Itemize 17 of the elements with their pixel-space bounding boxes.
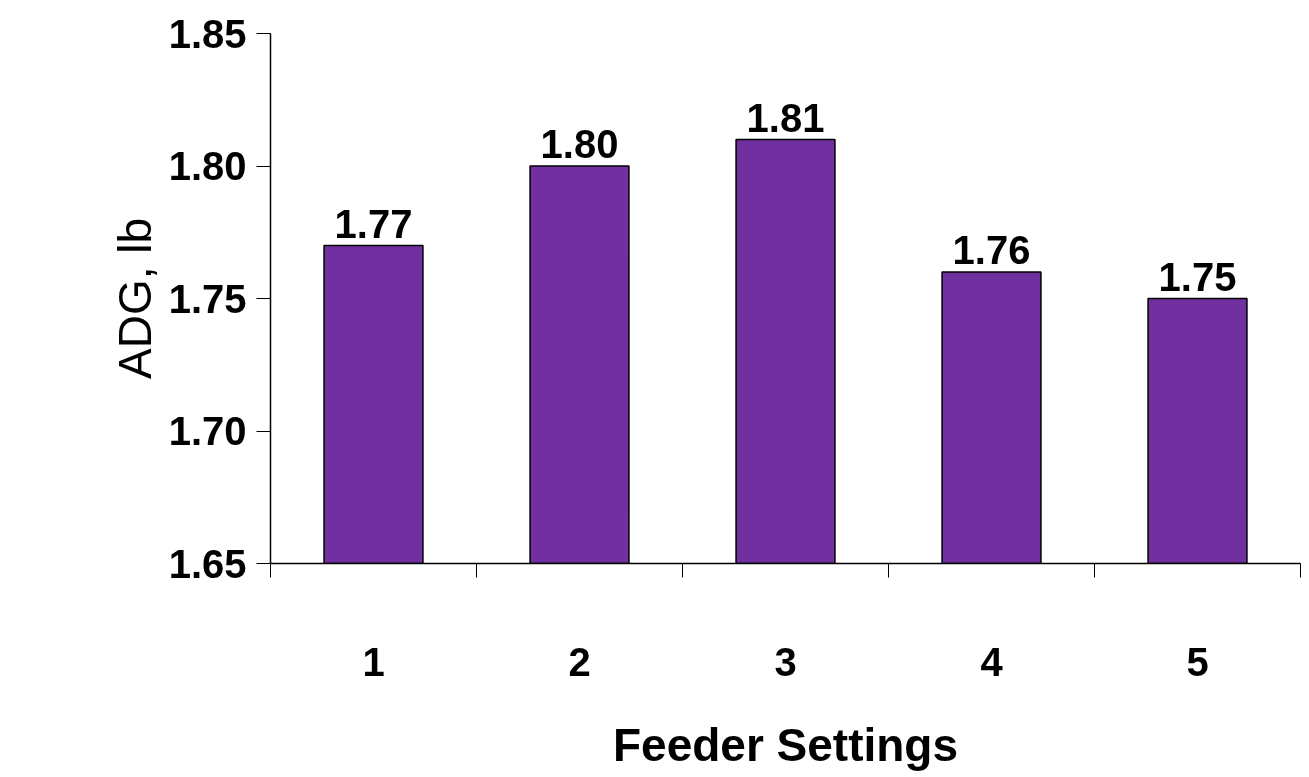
data-label: 1.76 — [952, 228, 1031, 272]
y-tick-label: 1.65 — [168, 541, 247, 586]
x-axis-title: Feeder Settings — [612, 718, 959, 771]
data-label: 1.81 — [746, 95, 825, 140]
y-tick-label: 1.70 — [168, 409, 247, 453]
x-tick-label: 4 — [980, 639, 1004, 684]
y-tick-label: 1.80 — [168, 144, 247, 188]
data-label: 1.77 — [334, 201, 413, 246]
y-tick-label: 1.85 — [168, 11, 247, 56]
x-tick-label: 2 — [568, 639, 591, 684]
data-label: 1.75 — [1158, 254, 1237, 299]
data-label: 1.80 — [540, 122, 619, 166]
y-axis-title: ADG, lb — [108, 217, 161, 380]
x-tick-label: 3 — [774, 639, 797, 684]
x-tick-label: 1 — [362, 639, 385, 684]
y-tick-label: 1.75 — [168, 276, 247, 321]
x-tick-label: 5 — [1186, 639, 1209, 684]
